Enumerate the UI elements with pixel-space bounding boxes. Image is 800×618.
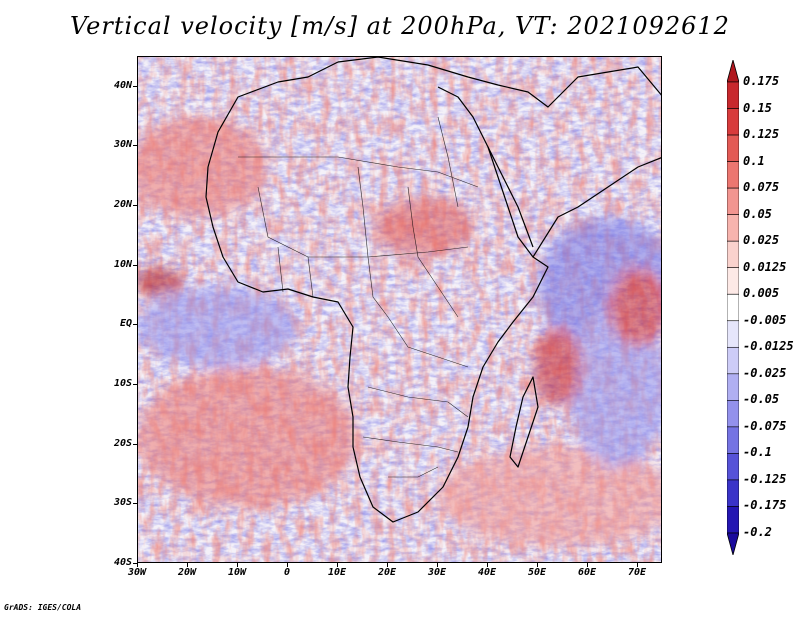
colorbar-segment	[727, 187, 739, 215]
longitude-tick	[287, 563, 288, 567]
colorbar-level-label: 0.025	[743, 233, 780, 248]
longitude-label: 60E	[577, 567, 597, 578]
regional-shading	[138, 117, 661, 547]
grads-credit: GrADS: IGES/COLA	[4, 603, 82, 612]
longitude-label: 40E	[477, 567, 497, 578]
longitude-tick	[337, 563, 338, 567]
colorbar-segment	[727, 506, 739, 534]
colorbar-segment	[727, 293, 739, 322]
colorbar-level-label: -0.0125	[743, 339, 794, 354]
longitude-tick	[437, 563, 438, 567]
longitude-label: 10E	[327, 567, 347, 578]
colorbar	[727, 60, 739, 555]
latitude-label: 10N	[113, 258, 132, 270]
longitude-tick	[637, 563, 638, 567]
longitude-tick	[487, 563, 488, 567]
colorbar-level-label: -0.2	[743, 525, 772, 539]
country-borders	[238, 116, 479, 478]
longitude-label: 10W	[227, 567, 247, 578]
longitude-label: 20W	[177, 567, 197, 578]
colorbar-level-label: 0.05	[743, 206, 772, 221]
colorbar-level-label: 0.0125	[743, 259, 787, 274]
colorbar-segment	[727, 400, 739, 428]
colorbar-level-label: 0.075	[743, 180, 780, 195]
colorbar-segment	[727, 373, 739, 401]
colorbar-level-label: -0.005	[743, 312, 787, 327]
latitude-label: 20S	[113, 437, 132, 449]
colorbar-level-label: 0.1	[743, 153, 765, 168]
latitude-label: EQ	[119, 318, 132, 330]
latitude-tick	[133, 324, 137, 326]
colorbar-level-label: -0.125	[743, 471, 787, 486]
longitude-tick	[587, 563, 588, 567]
latitude-tick	[133, 563, 137, 564]
colorbar-level-label: -0.075	[743, 418, 787, 433]
colorbar-segment	[727, 134, 739, 162]
latitude-tick	[133, 264, 137, 266]
latitude-label: 40S	[113, 557, 132, 568]
colorbar-segment	[727, 346, 739, 375]
longitude-label: 30E	[427, 567, 447, 578]
colorbar-segment	[727, 161, 739, 189]
colorbar-segment	[727, 240, 739, 269]
longitude-label: 30W	[127, 567, 147, 578]
colorbar-max-arrow	[727, 60, 739, 83]
longitude-tick	[137, 563, 138, 567]
latitude-tick	[133, 443, 137, 445]
colorbar-min-arrow	[727, 532, 739, 555]
map-title: Vertical velocity [m/s] at 200hPa, VT: 2…	[70, 12, 730, 40]
colorbar-level-label: -0.025	[743, 365, 787, 380]
latitude-label: 20N	[113, 199, 132, 211]
colorbar-level-label: 0.005	[743, 286, 780, 301]
latitude-tick	[133, 384, 137, 386]
longitude-label: 20E	[377, 567, 397, 578]
latitude-tick	[133, 503, 137, 505]
colorbar-segment	[727, 267, 739, 295]
latitude-label: 40N	[113, 79, 132, 91]
madagascar-coastline	[509, 376, 539, 468]
longitude-tick	[537, 563, 538, 567]
longitude-tick	[387, 563, 388, 567]
colorbar-segment	[727, 214, 739, 242]
colorbar-level-label: -0.1	[743, 445, 772, 460]
colorbar-segment	[727, 479, 739, 507]
colorbar-segment	[727, 108, 739, 136]
velocity-field-map	[138, 57, 661, 562]
latitude-tick	[133, 205, 137, 207]
longitude-label: 0	[283, 567, 291, 578]
latitude-label: 30S	[113, 497, 132, 509]
colorbar-segment	[727, 81, 739, 109]
coastlines	[205, 57, 661, 523]
longitude-label: 70E	[627, 567, 647, 578]
colorbar-segment	[727, 426, 739, 454]
colorbar-segment	[727, 453, 739, 481]
colorbar-level-label: -0.05	[743, 392, 780, 407]
colorbar-level-label: 0.175	[743, 74, 780, 88]
longitude-tick	[237, 563, 238, 567]
latitude-tick	[133, 145, 137, 147]
longitude-tick	[187, 563, 188, 567]
latitude-tick	[133, 85, 137, 87]
latitude-label: 10S	[113, 378, 132, 390]
colorbar-level-label: -0.175	[743, 498, 787, 513]
latitude-label: 30N	[113, 139, 132, 151]
longitude-label: 50E	[527, 567, 547, 578]
colorbar-segment	[727, 320, 739, 348]
map-plot-area	[137, 56, 662, 563]
colorbar-level-label: 0.15	[743, 100, 772, 115]
colorbar-level-label: 0.125	[743, 127, 780, 142]
